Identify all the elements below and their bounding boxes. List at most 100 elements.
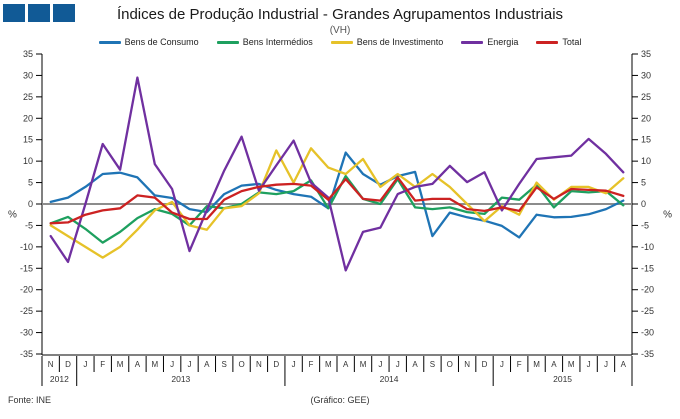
- y-tick-label-left: 15: [23, 135, 33, 145]
- y-tick-label-left: 5: [28, 178, 33, 188]
- y-tick-label-left: 10: [23, 156, 33, 166]
- month-label: N: [256, 360, 262, 369]
- month-label: D: [482, 360, 488, 369]
- legend-item-total: Total: [536, 37, 581, 47]
- y-tick-label-left: 30: [23, 70, 33, 80]
- y-tick-label-right: -10: [641, 242, 654, 252]
- series-line-bens-de-consumo: [49, 151, 625, 239]
- legend-label: Energia: [487, 37, 519, 47]
- y-tick-label-right: 0: [641, 199, 646, 209]
- month-label: D: [65, 360, 71, 369]
- y-tick-label-right: 15: [641, 135, 651, 145]
- y-tick-label-right: -15: [641, 263, 654, 273]
- month-label: J: [170, 360, 174, 369]
- year-label: 2013: [171, 374, 190, 384]
- legend-label: Bens de Investimento: [356, 37, 444, 47]
- legend-swatch: [461, 40, 484, 44]
- percent-label-left: %: [8, 210, 17, 221]
- credit-note: (Gráfico: GEE): [310, 395, 370, 405]
- month-label: A: [204, 360, 210, 369]
- month-label: M: [568, 360, 575, 369]
- chart-subtitle: (VH): [329, 25, 351, 36]
- month-label: S: [222, 360, 227, 369]
- month-label: J: [83, 360, 87, 369]
- legend-swatch: [536, 40, 559, 44]
- series-line-bens-intermedios: [49, 174, 625, 244]
- month-label: S: [430, 360, 435, 369]
- y-tick-label-left: -5: [25, 220, 33, 230]
- month-label: J: [396, 360, 400, 369]
- y-tick-label-right: 5: [641, 178, 646, 188]
- month-label: J: [587, 360, 591, 369]
- y-tick-label-left: 20: [23, 113, 33, 123]
- y-tick-label-right: -30: [641, 328, 654, 338]
- logo-square: [3, 4, 25, 22]
- y-tick-label-left: 35: [23, 49, 33, 59]
- month-label: O: [238, 360, 244, 369]
- month-label: J: [292, 360, 296, 369]
- legend-swatch: [330, 40, 353, 44]
- three-blue-squares-logo: [3, 4, 75, 22]
- month-label: F: [517, 360, 522, 369]
- y-tick-label-right: -35: [641, 349, 654, 359]
- percent-label-right: %: [663, 210, 672, 221]
- legend-swatch: [216, 40, 239, 44]
- month-label: J: [188, 360, 192, 369]
- chart-title: Índices de Produção Industrial - Grandes…: [116, 6, 564, 23]
- month-label: M: [151, 360, 158, 369]
- month-label: F: [309, 360, 314, 369]
- y-tick-label-left: -10: [20, 242, 33, 252]
- month-label: M: [533, 360, 540, 369]
- month-label: A: [343, 360, 349, 369]
- y-tick-label-right: -25: [641, 306, 654, 316]
- series-line-bens-de-investimento: [49, 147, 625, 259]
- month-label: A: [551, 360, 557, 369]
- month-label: J: [500, 360, 504, 369]
- legend-item-energia: Energia: [461, 37, 518, 47]
- legend-swatch: [98, 40, 121, 44]
- month-label: O: [447, 360, 453, 369]
- y-tick-label-left: -25: [20, 306, 33, 316]
- y-tick-label-right: 25: [641, 92, 651, 102]
- legend-item-bens-de-investimento: Bens de Investimento: [330, 37, 444, 47]
- month-label: A: [621, 360, 627, 369]
- legend-label: Bens de Consumo: [124, 37, 199, 47]
- y-tick-label-right: 20: [641, 113, 651, 123]
- series-line-total: [49, 176, 625, 225]
- logo-square: [53, 4, 75, 22]
- legend-label: Bens Intermédios: [242, 37, 313, 47]
- y-tick-label-left: -15: [20, 263, 33, 273]
- month-label: M: [117, 360, 124, 369]
- legend-label: Total: [562, 37, 582, 47]
- chart-legend: Bens de Consumo Bens Intermédios Bens de I…: [0, 37, 680, 47]
- y-tick-label-right: -5: [641, 220, 649, 230]
- month-label: M: [325, 360, 332, 369]
- month-label: J: [378, 360, 382, 369]
- y-tick-label-left: 0: [28, 199, 33, 209]
- y-tick-label-left: 25: [23, 92, 33, 102]
- month-label: F: [100, 360, 105, 369]
- month-label: M: [360, 360, 367, 369]
- month-label: N: [48, 360, 54, 369]
- year-label: 2012: [50, 374, 69, 384]
- month-label: N: [464, 360, 470, 369]
- y-tick-label-left: -20: [20, 285, 33, 295]
- y-tick-label-left: -35: [20, 349, 33, 359]
- y-tick-label-right: 35: [641, 49, 651, 59]
- y-tick-label-left: -30: [20, 328, 33, 338]
- y-tick-label-right: 10: [641, 156, 651, 166]
- month-label: D: [273, 360, 279, 369]
- month-label: A: [135, 360, 141, 369]
- series-line-energia: [49, 76, 625, 272]
- legend-item-bens-de-consumo: Bens de Consumo: [98, 37, 199, 47]
- month-label: A: [412, 360, 418, 369]
- source-note: Fonte: INE: [8, 395, 52, 405]
- month-label: J: [604, 360, 608, 369]
- logo-square: [28, 4, 50, 22]
- year-label: 2015: [553, 374, 572, 384]
- y-tick-label-right: -20: [641, 285, 654, 295]
- year-label: 2014: [380, 374, 399, 384]
- y-tick-label-right: 30: [641, 70, 651, 80]
